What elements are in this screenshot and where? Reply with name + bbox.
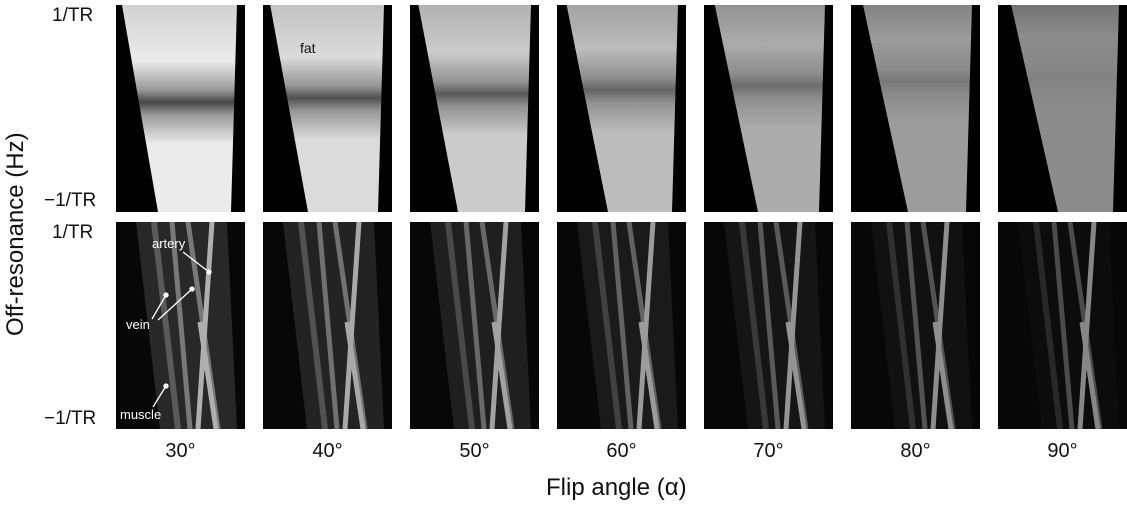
fat-spectrum-region xyxy=(863,5,972,212)
panel-bottom-6 xyxy=(851,222,980,429)
panel-bottom-3 xyxy=(410,222,539,429)
artery-band-2 xyxy=(1079,321,1101,429)
artery-band-1 xyxy=(195,222,215,429)
artery-band-1 xyxy=(636,222,656,429)
muscle-band xyxy=(739,222,769,429)
y-tick-bottom-row-bottom: −1/TR xyxy=(44,408,97,429)
muscle-band xyxy=(1033,222,1063,429)
vein-band-1 xyxy=(610,222,634,429)
x-tick-3: 50° xyxy=(459,440,490,462)
y-tick-bottom-row-top: 1/TR xyxy=(52,222,94,243)
fat-spectrum-region xyxy=(122,5,237,212)
artery-band-1 xyxy=(1077,222,1097,429)
vein-band-1 xyxy=(757,222,781,429)
panel-top-7 xyxy=(998,5,1127,212)
panel-bottom-4 xyxy=(557,222,686,429)
annotation-fat: fat xyxy=(300,40,316,56)
muscle-band xyxy=(445,222,475,429)
x-tick-4: 60° xyxy=(606,440,637,462)
artery-band-2 xyxy=(638,321,660,429)
vein-band-1 xyxy=(316,222,340,429)
artery-band-1 xyxy=(930,222,950,429)
artery-band-1 xyxy=(489,222,509,429)
artery-band-2 xyxy=(344,321,366,429)
artery-band-1 xyxy=(783,222,803,429)
panel-bottom-1 xyxy=(116,222,245,429)
annotation-vein: vein xyxy=(126,317,150,332)
y-axis-label: Off-resonance (Hz) xyxy=(2,132,29,336)
muscle-band xyxy=(886,222,916,429)
artery-band-1 xyxy=(342,222,362,429)
fat-spectrum-region xyxy=(566,5,678,212)
muscle-band xyxy=(151,222,181,429)
artery-band-2 xyxy=(932,321,954,429)
panel-top-3 xyxy=(410,5,539,212)
panel-bottom-5 xyxy=(704,222,833,429)
vein-band-1 xyxy=(904,222,928,429)
fat-spectrum-region xyxy=(714,5,825,212)
artery-band-2 xyxy=(491,321,513,429)
fat-spectrum-region xyxy=(1011,5,1119,212)
panel-top-1 xyxy=(116,5,245,212)
muscle-band xyxy=(592,222,622,429)
panel-top-4 xyxy=(557,5,686,212)
panel-top-2 xyxy=(263,5,392,212)
x-tick-6: 80° xyxy=(900,440,931,462)
panel-top-6 xyxy=(851,5,980,212)
panel-top-5 xyxy=(704,5,833,212)
x-tick-7: 90° xyxy=(1047,440,1078,462)
annotation-artery: artery xyxy=(152,236,186,251)
x-tick-2: 40° xyxy=(312,440,343,462)
vein-band-1 xyxy=(1051,222,1075,429)
vein-band-1 xyxy=(169,222,193,429)
y-tick-top-row-bottom: −1/TR xyxy=(44,190,97,211)
fat-spectrum-region xyxy=(418,5,531,212)
artery-band-2 xyxy=(197,321,219,429)
x-tick-5: 70° xyxy=(753,440,784,462)
artery-band-2 xyxy=(785,321,807,429)
x-tick-1: 30° xyxy=(165,440,196,462)
annotation-muscle: muscle xyxy=(120,407,162,422)
muscle-band xyxy=(298,222,328,429)
y-tick-top-row-top: 1/TR xyxy=(52,5,94,26)
panel-bottom-2 xyxy=(263,222,392,429)
vein-band-1 xyxy=(463,222,487,429)
x-axis-label: Flip angle (α) xyxy=(546,474,687,501)
fat-spectrum-region xyxy=(270,5,384,212)
panel-bottom-7 xyxy=(998,222,1127,429)
